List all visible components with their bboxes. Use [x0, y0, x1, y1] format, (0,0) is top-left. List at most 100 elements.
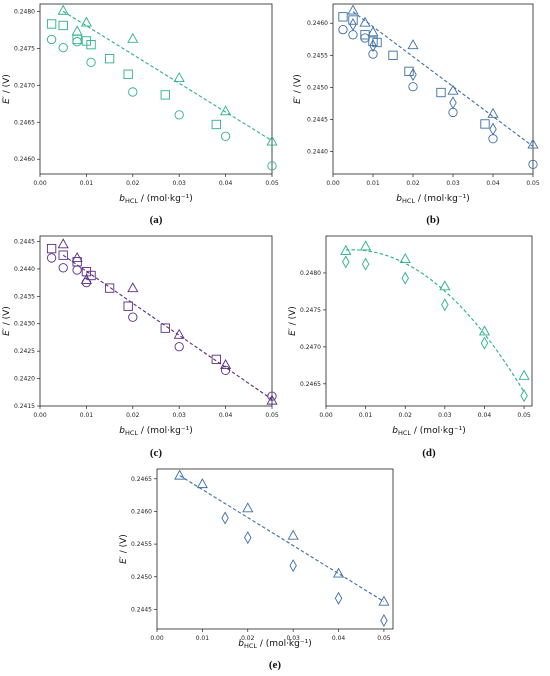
- data-point-triangle: [173, 328, 185, 339]
- panel-label: (d): [422, 447, 436, 459]
- fit-line: [352, 11, 534, 147]
- panel-label: (c): [150, 447, 163, 459]
- y-tick-label: 0.2470: [14, 82, 35, 89]
- y-tick-label: 0.2480: [300, 270, 321, 277]
- data-point-diamond: [489, 122, 497, 136]
- data-point-triangle: [127, 32, 139, 43]
- x-tick-label: 0.03: [446, 180, 460, 187]
- x-tick-label: 0.03: [286, 635, 300, 642]
- y-axis-label: E′ / (V): [2, 306, 12, 336]
- data-point-triangle: [340, 244, 352, 255]
- data-point-circle: [174, 110, 184, 120]
- data-point-circle: [220, 131, 231, 141]
- y-tick-label: 0.2450: [307, 84, 328, 91]
- data-point-diamond: [221, 511, 229, 525]
- plot-frame: [156, 468, 394, 630]
- x-tick-label: 0.04: [478, 412, 492, 419]
- data-point-circle: [86, 57, 96, 68]
- data-point-square: [480, 119, 490, 129]
- y-axis-label: E′ / (V): [293, 74, 303, 104]
- data-point-circle: [174, 342, 184, 352]
- data-point-triangle: [57, 4, 69, 15]
- data-point-triangle: [174, 469, 186, 480]
- y-tick-label: 0.2440: [307, 149, 328, 156]
- y-tick-label: 0.2475: [14, 45, 35, 52]
- series-diamond: [221, 511, 388, 628]
- data-point-circle: [368, 49, 378, 59]
- series-triangle: [347, 4, 539, 149]
- data-point-triangle: [359, 16, 371, 27]
- series-diamond: [349, 18, 497, 136]
- data-point-triangle: [518, 369, 530, 380]
- x-tick-label: 0.01: [196, 635, 210, 642]
- data-point-diamond: [380, 614, 388, 628]
- x-tick-label: 0.01: [80, 412, 94, 419]
- data-point-triangle: [347, 4, 359, 15]
- data-point-triangle: [399, 252, 411, 263]
- y-tick-label: 0.2415: [14, 403, 35, 410]
- y-tick-label: 0.2465: [300, 381, 321, 388]
- y-axis-label: E′ / (V): [2, 74, 12, 104]
- data-point-diamond: [342, 255, 350, 269]
- x-tick-label: 0.02: [241, 635, 255, 642]
- data-point-square: [211, 119, 221, 130]
- fit-line: [345, 249, 525, 393]
- series-triangle: [57, 238, 278, 405]
- x-tick-label: 0.04: [486, 180, 500, 187]
- data-point-circle: [267, 391, 277, 401]
- x-tick-label: 0.02: [406, 180, 420, 187]
- data-point-diamond: [449, 96, 457, 110]
- y-tick-label: 0.2460: [14, 156, 35, 163]
- data-point-diamond: [409, 68, 417, 82]
- y-tick-label: 0.2425: [14, 348, 35, 355]
- data-point-circle: [58, 263, 68, 273]
- x-tick-label: 0.04: [332, 635, 346, 642]
- y-tick-label: 0.2445: [14, 238, 35, 245]
- x-tick-label: 0.01: [359, 412, 373, 419]
- data-point-diamond: [361, 257, 370, 271]
- data-point-circle: [267, 161, 277, 171]
- plot-frame: [39, 3, 273, 175]
- y-tick-label: 0.2420: [14, 376, 35, 383]
- data-point-triangle: [367, 26, 379, 37]
- y-tick-label: 0.2480: [14, 8, 35, 15]
- data-point-triangle: [57, 238, 69, 249]
- chart-panel-d: 0.00 0.01 0.02 0.03 0.04 0.05 0.2465 0.2470 0.24…: [288, 235, 533, 459]
- data-point-square: [338, 12, 348, 22]
- data-point-triangle: [71, 25, 83, 36]
- panel-label: (b): [426, 214, 440, 226]
- data-point-diamond: [244, 531, 252, 545]
- series-triangle: [174, 469, 390, 606]
- data-point-triangle: [242, 502, 254, 513]
- y-tick-label: 0.2460: [307, 20, 328, 27]
- data-point-circle: [338, 25, 348, 35]
- chart-panel-c: 0.00 0.01 0.02 0.03 0.04 0.05 0.2415 0.2420 0.24…: [2, 235, 279, 459]
- data-point-square: [436, 87, 446, 98]
- data-point-diamond: [520, 389, 528, 403]
- x-axis-label: bHCL / (mol·kg⁻¹): [392, 426, 465, 437]
- data-point-triangle: [407, 39, 419, 50]
- data-point-circle: [408, 82, 418, 92]
- x-tick-label: 0.05: [265, 412, 279, 419]
- series-diamond: [342, 255, 528, 403]
- data-point-square: [46, 243, 57, 254]
- data-point-square: [58, 250, 68, 260]
- data-point-triangle: [378, 595, 390, 606]
- panel-label: (a): [150, 214, 163, 226]
- data-point-circle: [58, 42, 68, 53]
- data-point-triangle: [266, 135, 278, 146]
- x-tick-label: 0.03: [438, 412, 452, 419]
- data-point-triangle: [287, 529, 299, 540]
- y-tick-label: 0.2440: [14, 266, 35, 273]
- data-point-square: [348, 15, 358, 25]
- y-tick-label: 0.2435: [14, 293, 35, 300]
- data-point-square: [123, 301, 133, 311]
- data-point-triangle: [196, 478, 208, 489]
- x-tick-label: 0.00: [150, 635, 164, 642]
- x-tick-label: 0.04: [219, 412, 233, 419]
- data-point-circle: [128, 87, 138, 97]
- x-tick-label: 0.01: [80, 180, 94, 187]
- data-point-triangle: [71, 252, 83, 262]
- series-circle: [46, 34, 277, 171]
- data-point-triangle: [439, 280, 451, 291]
